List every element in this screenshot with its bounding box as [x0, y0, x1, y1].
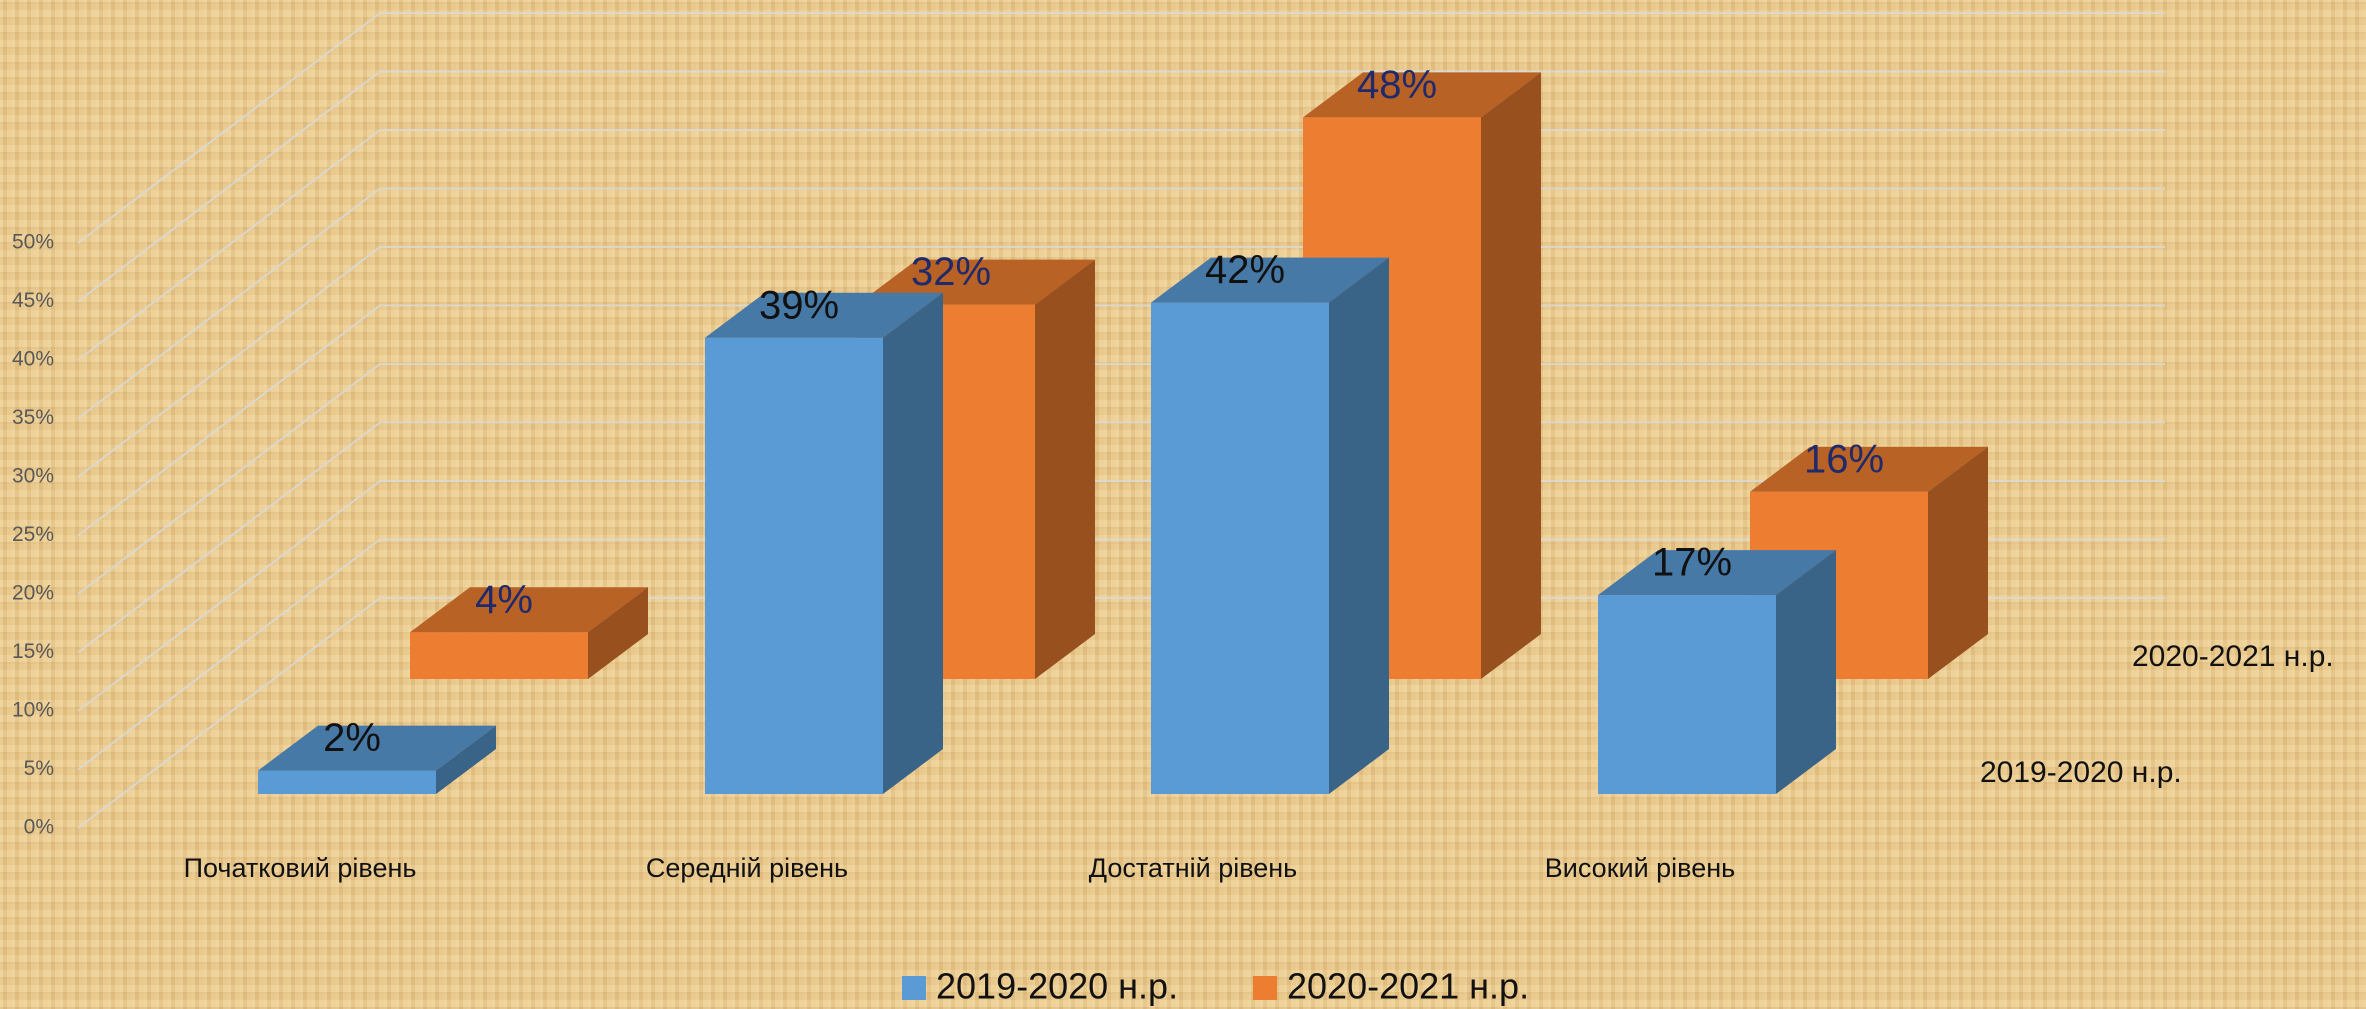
value-label: 42% [1205, 248, 1285, 292]
x-tick-label: Середній рівень [646, 853, 848, 883]
y-tick-label: 5% [24, 757, 54, 780]
grid-line [77, 12, 2165, 244]
bar-front [705, 337, 883, 794]
bar-side [1329, 257, 1389, 795]
value-label: 4% [475, 578, 533, 622]
y-tick-label: 10% [12, 699, 54, 722]
bar-side [436, 725, 496, 794]
bar-top [1598, 550, 1836, 596]
bar-top [1303, 72, 1541, 118]
value-label: 16% [1804, 437, 1884, 481]
bar-side [1035, 259, 1095, 679]
depth-label: 2019-2020 н.р. [1980, 756, 2182, 789]
bar-front [1598, 595, 1776, 794]
y-tick-label: 0% [24, 816, 54, 839]
bar-side [1481, 72, 1541, 679]
bar-top [258, 725, 496, 771]
bar [705, 292, 943, 794]
bar-side [1928, 446, 1988, 679]
y-tick-label: 50% [12, 231, 54, 254]
bar-top [1151, 257, 1389, 303]
depth-label: 2020-2021 н.р. [2132, 640, 2334, 673]
bar-side [1776, 550, 1836, 794]
grid-line [77, 363, 2165, 595]
grid-line [77, 597, 2165, 829]
grid-line [77, 538, 2165, 771]
bar-top [410, 587, 648, 633]
value-label: 17% [1652, 541, 1732, 585]
grid-line [77, 421, 2165, 654]
bar-side [588, 587, 648, 679]
legend-swatch [902, 976, 926, 1000]
x-tick-label: Достатній рівень [1089, 853, 1298, 883]
bar [410, 587, 648, 679]
value-label: 32% [911, 250, 991, 294]
grid-line [77, 246, 2165, 478]
bar-side [883, 292, 943, 794]
bar [258, 725, 496, 794]
grid-line [77, 304, 2165, 537]
bar-top [1750, 446, 1988, 492]
bar [1598, 550, 1836, 794]
bar-front [258, 770, 436, 794]
grid-line [77, 70, 2165, 303]
x-tick-label: Високий рівень [1545, 853, 1735, 883]
grid-line [77, 480, 2165, 712]
y-tick-label: 20% [12, 582, 54, 605]
bar [1151, 257, 1389, 795]
bar-front [1151, 302, 1329, 794]
grid-line [77, 187, 2165, 420]
y-tick-label: 15% [12, 640, 54, 663]
bar-front [410, 632, 588, 679]
legend-label: 2020-2021 н.р. [1287, 966, 1529, 1007]
x-tick-label: Початковий рівень [184, 853, 417, 883]
bar [1303, 72, 1541, 679]
y-tick-label: 45% [12, 289, 54, 312]
value-label: 39% [759, 283, 839, 327]
bar-top [705, 292, 943, 338]
y-tick-label: 30% [12, 465, 54, 488]
grid-line [77, 129, 2165, 361]
legend-swatch [1253, 976, 1277, 1000]
legend-label: 2019-2020 н.р. [936, 966, 1178, 1007]
value-label: 2% [323, 716, 381, 760]
y-tick-label: 35% [12, 406, 54, 429]
y-tick-label: 40% [12, 348, 54, 371]
value-label: 48% [1357, 63, 1437, 107]
y-tick-label: 25% [12, 523, 54, 546]
